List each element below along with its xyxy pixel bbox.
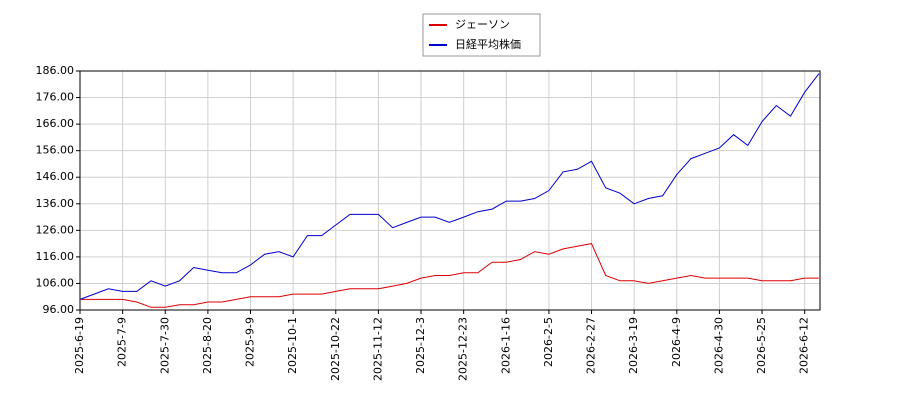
series-line: [79, 73, 820, 300]
legend-label: ジェーソン: [455, 18, 510, 31]
x-tick-label: 2025-12-3: [414, 317, 427, 374]
x-tick-label: 2025-9-9: [244, 317, 257, 367]
x-tick-label: 2026-4-30: [712, 317, 725, 374]
y-tick-label: 126.00: [36, 223, 75, 236]
y-tick-label: 166.00: [36, 117, 75, 130]
x-tick-label: 2026-3-19: [627, 317, 640, 374]
x-tick-label: 2026-2-5: [542, 317, 555, 367]
y-tick-label: 96.00: [43, 303, 75, 316]
x-tick-label: 2025-11-12: [371, 317, 384, 381]
y-tick-label: 156.00: [36, 144, 75, 157]
x-tick-label: 2025-8-20: [201, 317, 214, 374]
y-tick-label: 186.00: [36, 64, 75, 77]
x-tick-label: 2025-10-22: [329, 317, 342, 381]
x-tick-label: 2025-6-19: [73, 317, 86, 374]
y-tick-label: 176.00: [36, 91, 75, 104]
y-tick-label: 146.00: [36, 170, 75, 183]
plot-frame: [79, 70, 821, 311]
series-line: [80, 243, 819, 308]
x-tick-label: 2026-5-25: [755, 317, 768, 374]
x-tick-label: 2026-6-12: [798, 317, 811, 374]
y-tick-label: 106.00: [36, 276, 75, 289]
x-tick-label: 2025-7-30: [158, 317, 171, 374]
x-tick-label: 2025-12-23: [457, 317, 470, 381]
x-tick-label: 2026-1-16: [499, 317, 512, 374]
x-tick-label: 2025-10-1: [286, 317, 299, 374]
legend-label: 日経平均株価: [455, 37, 521, 51]
legend-box: [422, 13, 541, 57]
y-tick-label: 116.00: [36, 250, 75, 263]
x-tick-label: 2026-4-9: [670, 317, 683, 367]
x-tick-label: 2025-7-9: [116, 317, 129, 367]
y-tick-label: 136.00: [36, 197, 75, 210]
x-tick-label: 2026-2-27: [585, 317, 598, 374]
